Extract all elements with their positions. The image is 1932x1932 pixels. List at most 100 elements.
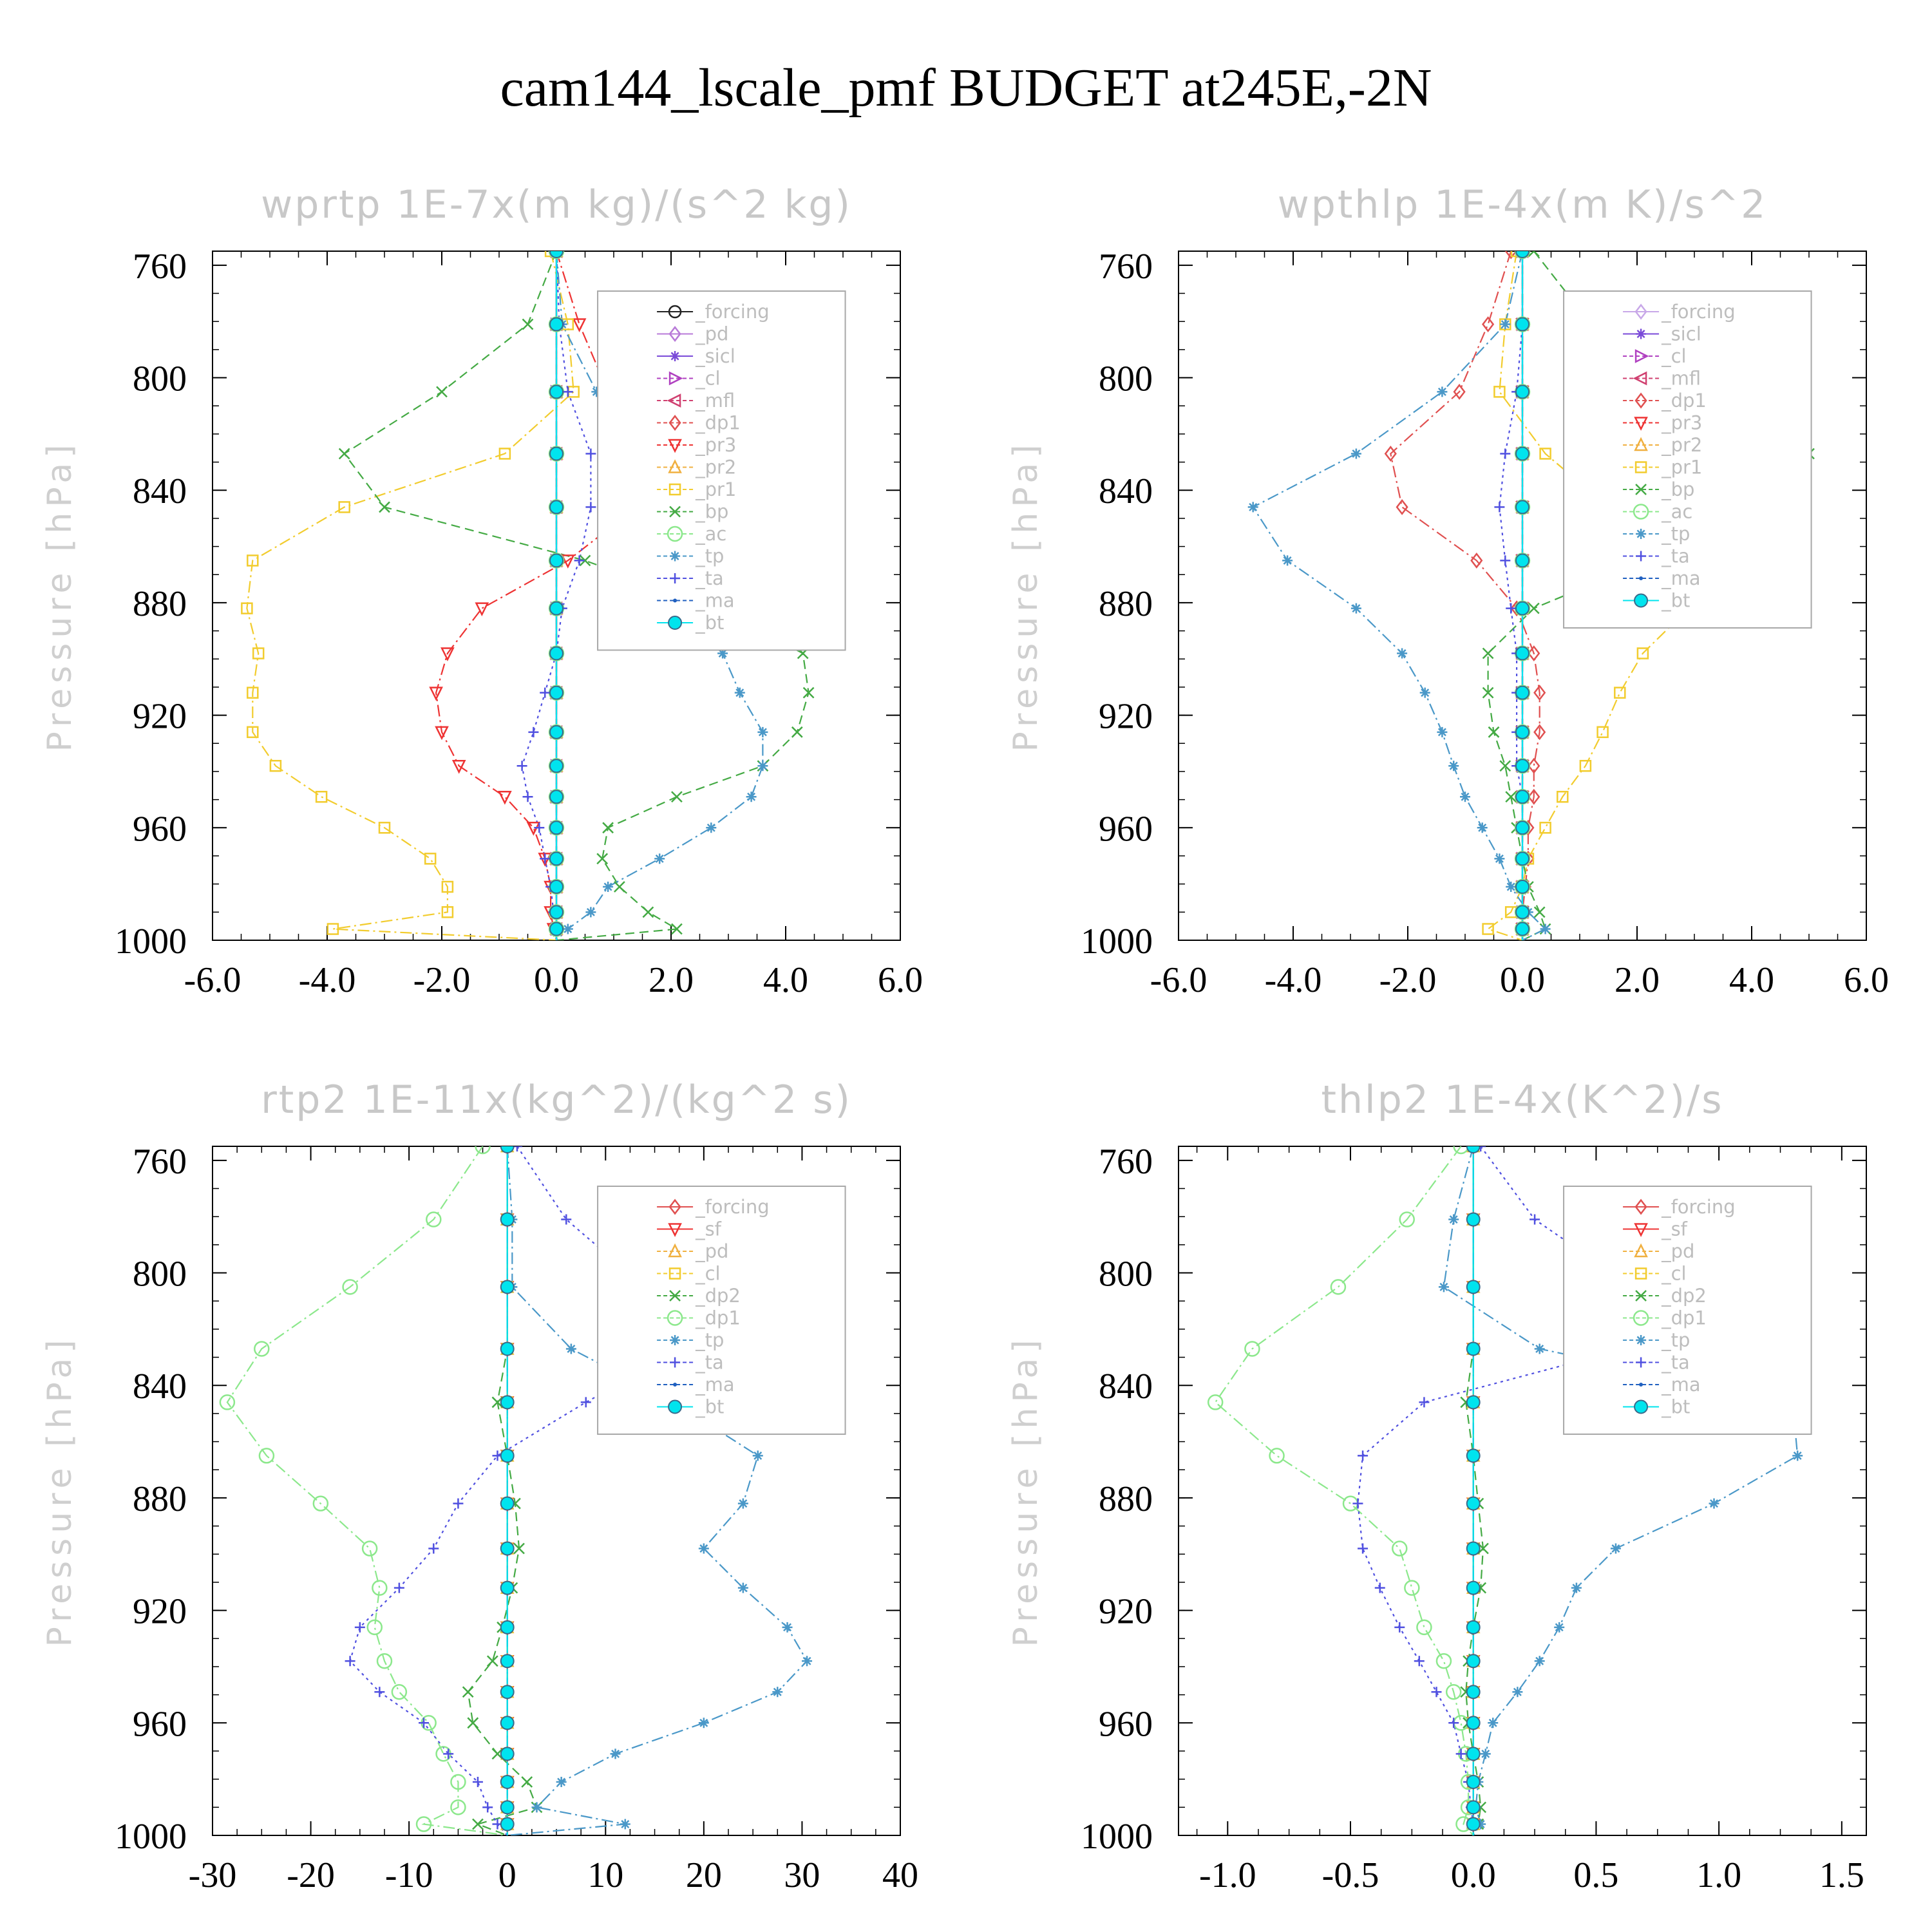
data-point: [1482, 647, 1494, 659]
legend-marker: [668, 483, 681, 496]
data-point: [511, 1146, 522, 1151]
data-point: [654, 853, 665, 864]
data-point: [549, 251, 564, 258]
series-pr1: [246, 251, 574, 940]
legend-marker: [1634, 593, 1649, 608]
legend-entry: _tp: [657, 1329, 724, 1351]
legend-label: _bt: [695, 612, 724, 634]
legend-entry: _pr1: [657, 478, 736, 500]
data-point: [247, 726, 259, 739]
data-point: [565, 1343, 576, 1354]
data-point: [1350, 448, 1361, 459]
data-point: [1515, 851, 1530, 866]
data-point: [549, 922, 564, 936]
data-point: [500, 1212, 515, 1227]
legend-label: _pd: [1661, 1240, 1694, 1262]
legend-entry: _bt: [1623, 1396, 1690, 1418]
legend-label: _dp2: [1661, 1285, 1707, 1307]
data-point: [1448, 1214, 1459, 1225]
panel-title: wpthlp 1E-4x(m K)/s^2: [1278, 182, 1768, 227]
markers-pr1: [241, 251, 580, 935]
y-tick-label: 920: [133, 697, 187, 737]
legend-marker: [1634, 461, 1647, 473]
data-point: [737, 1498, 748, 1509]
data-point: [1792, 1450, 1803, 1461]
series-tp: [555, 251, 833, 940]
legend-marker: [1634, 437, 1648, 451]
data-point: [453, 1498, 464, 1509]
markers-tp: [1247, 251, 1551, 934]
data-point: [247, 554, 259, 567]
data-point: [1460, 791, 1470, 802]
data-point: [585, 448, 596, 459]
data-point: [1419, 687, 1430, 698]
legend-label: _pr2: [695, 457, 736, 478]
x-tick-label: -6.0: [184, 960, 242, 1000]
data-point: [1269, 1448, 1285, 1464]
data-point: [500, 1716, 515, 1730]
data-point: [338, 448, 350, 460]
plot-area: [1207, 1146, 1803, 1835]
y-tick-label: 920: [133, 1592, 187, 1632]
legend-marker: [668, 1399, 683, 1414]
data-point: [614, 881, 625, 893]
x-tick-label: 40: [882, 1855, 918, 1895]
legend-label: _dp1: [695, 1307, 741, 1329]
data-point: [561, 1214, 572, 1225]
legend-marker: [668, 616, 683, 630]
x-tick-label: 30: [784, 1855, 820, 1895]
legend-entry: _bt: [1623, 590, 1690, 612]
legend-label: _ma: [1661, 567, 1701, 589]
data-point: [549, 446, 564, 461]
data-point: [500, 1580, 515, 1595]
data-point: [1416, 1619, 1432, 1636]
markers-dp1: [1207, 1146, 1477, 1832]
data-point: [269, 759, 282, 772]
data-point: [1488, 1718, 1499, 1728]
data-point: [1437, 386, 1448, 397]
x-tick-label: 2.0: [1615, 960, 1660, 1000]
data-point: [1448, 1718, 1459, 1728]
y-tick-label: 760: [1099, 247, 1153, 287]
data-point: [549, 685, 564, 700]
plot-area: [219, 1146, 813, 1835]
y-tick-label: 1000: [115, 1817, 187, 1857]
legend-label: _tp: [695, 1329, 724, 1351]
data-point: [1466, 1800, 1481, 1815]
data-point: [1515, 820, 1530, 835]
data-point: [1477, 822, 1488, 833]
data-point: [706, 822, 717, 833]
legend-entry: _bt: [657, 1396, 724, 1418]
data-point: [734, 687, 745, 698]
legend-label: _cl: [1661, 345, 1687, 367]
y-tick-label: 1000: [115, 922, 187, 961]
legend-entry: _pd: [657, 323, 728, 345]
legend-entry: _pd: [1623, 1240, 1694, 1262]
data-point: [572, 318, 587, 332]
series-line: [1443, 1146, 1799, 1835]
y-tick-label: 1000: [1081, 1817, 1153, 1857]
data-point: [642, 906, 654, 918]
legend-entry: _bp: [657, 501, 728, 523]
data-point: [1453, 383, 1466, 400]
data-point: [549, 851, 564, 866]
data-point: [1466, 1541, 1481, 1556]
data-point: [1466, 1654, 1481, 1669]
data-point: [1480, 1748, 1491, 1759]
legend-marker: [1633, 504, 1649, 520]
x-tick-label: 4.0: [763, 960, 808, 1000]
panel-wpthlp: wpthlp 1E-4x(m K)/s^2 Pressure [hPa] 760 80…: [1007, 182, 1889, 1000]
legend-label: _ta: [695, 567, 724, 589]
y-tick-label: 840: [1099, 1367, 1153, 1406]
series-tp: [506, 1146, 808, 1835]
legend-entry: _ma: [657, 590, 735, 612]
legend-label: _mfl: [1661, 368, 1701, 390]
data-point: [1493, 386, 1506, 398]
data-point: [1448, 761, 1459, 772]
legend-entry: _forcing: [657, 1196, 770, 1218]
data-point: [436, 386, 448, 398]
data-point: [549, 553, 564, 568]
series-dp1: [226, 1146, 507, 1835]
legend-entry: _sf: [657, 1218, 722, 1240]
data-point: [338, 501, 350, 513]
